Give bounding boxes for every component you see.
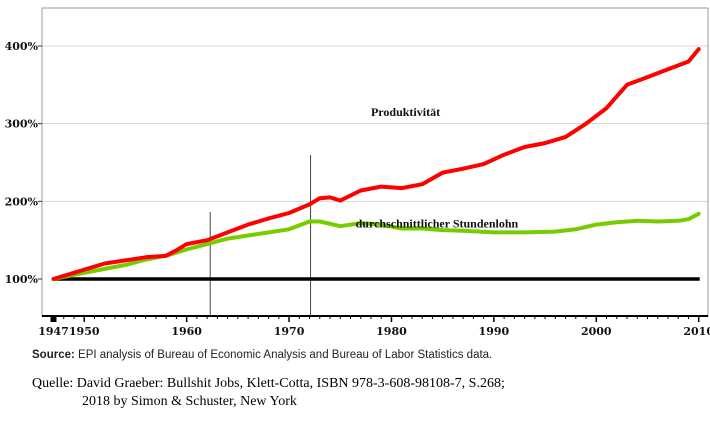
x-tick-label: 1980 [376, 325, 407, 338]
grid-lines [42, 45, 708, 202]
source-line: Source: EPI analysis of Bureau of Econom… [32, 349, 492, 361]
credit-line-2: 2018 by Simon & Schuster, New York [82, 394, 297, 409]
y-tick-label: 400% [5, 40, 39, 53]
plot-frame [41, 7, 709, 317]
x-tick-label: 1970 [274, 325, 305, 338]
tick-labels: 100% 200% 300% 400% 1947 1950 1960 1970 1980 1990… [5, 40, 710, 338]
label-stundenlohn: durchschnittlicher Stundenlohn [356, 217, 519, 231]
y-tick-label: 100% [5, 273, 39, 286]
annotations: Produktivität durchschnittlicher Stundenl… [356, 105, 519, 231]
chart: 100% 200% 300% 400% 1947 1950 1960 1970 1980 1990… [5, 7, 710, 338]
axes [38, 7, 709, 322]
x-tick-label: 1960 [171, 325, 202, 338]
x-tick-label: 1947 [38, 325, 69, 338]
x-tick-label: 1990 [479, 325, 510, 338]
source-text: EPI analysis of Bureau of Economic Analy… [74, 349, 493, 361]
x-tick-label: 2000 [581, 325, 612, 338]
label-produktivitaet: Produktivität [371, 105, 440, 119]
credit: Quelle: David Graeber: Bullshit Jobs, Kl… [32, 375, 505, 411]
series-line-produktivitaet [51, 47, 701, 281]
x-tick-label: 1950 [69, 325, 100, 338]
vertical-markers [209, 155, 312, 316]
x-tick-label: 2010 [683, 325, 710, 338]
y-tick-label: 300% [5, 118, 39, 131]
x-tick-origin [50, 315, 57, 322]
y-tick-label: 200% [5, 195, 39, 208]
source-label: Source: [32, 349, 75, 361]
series-lines [51, 47, 701, 281]
credit-line-1: Quelle: David Graeber: Bullshit Jobs, Kl… [32, 376, 505, 391]
